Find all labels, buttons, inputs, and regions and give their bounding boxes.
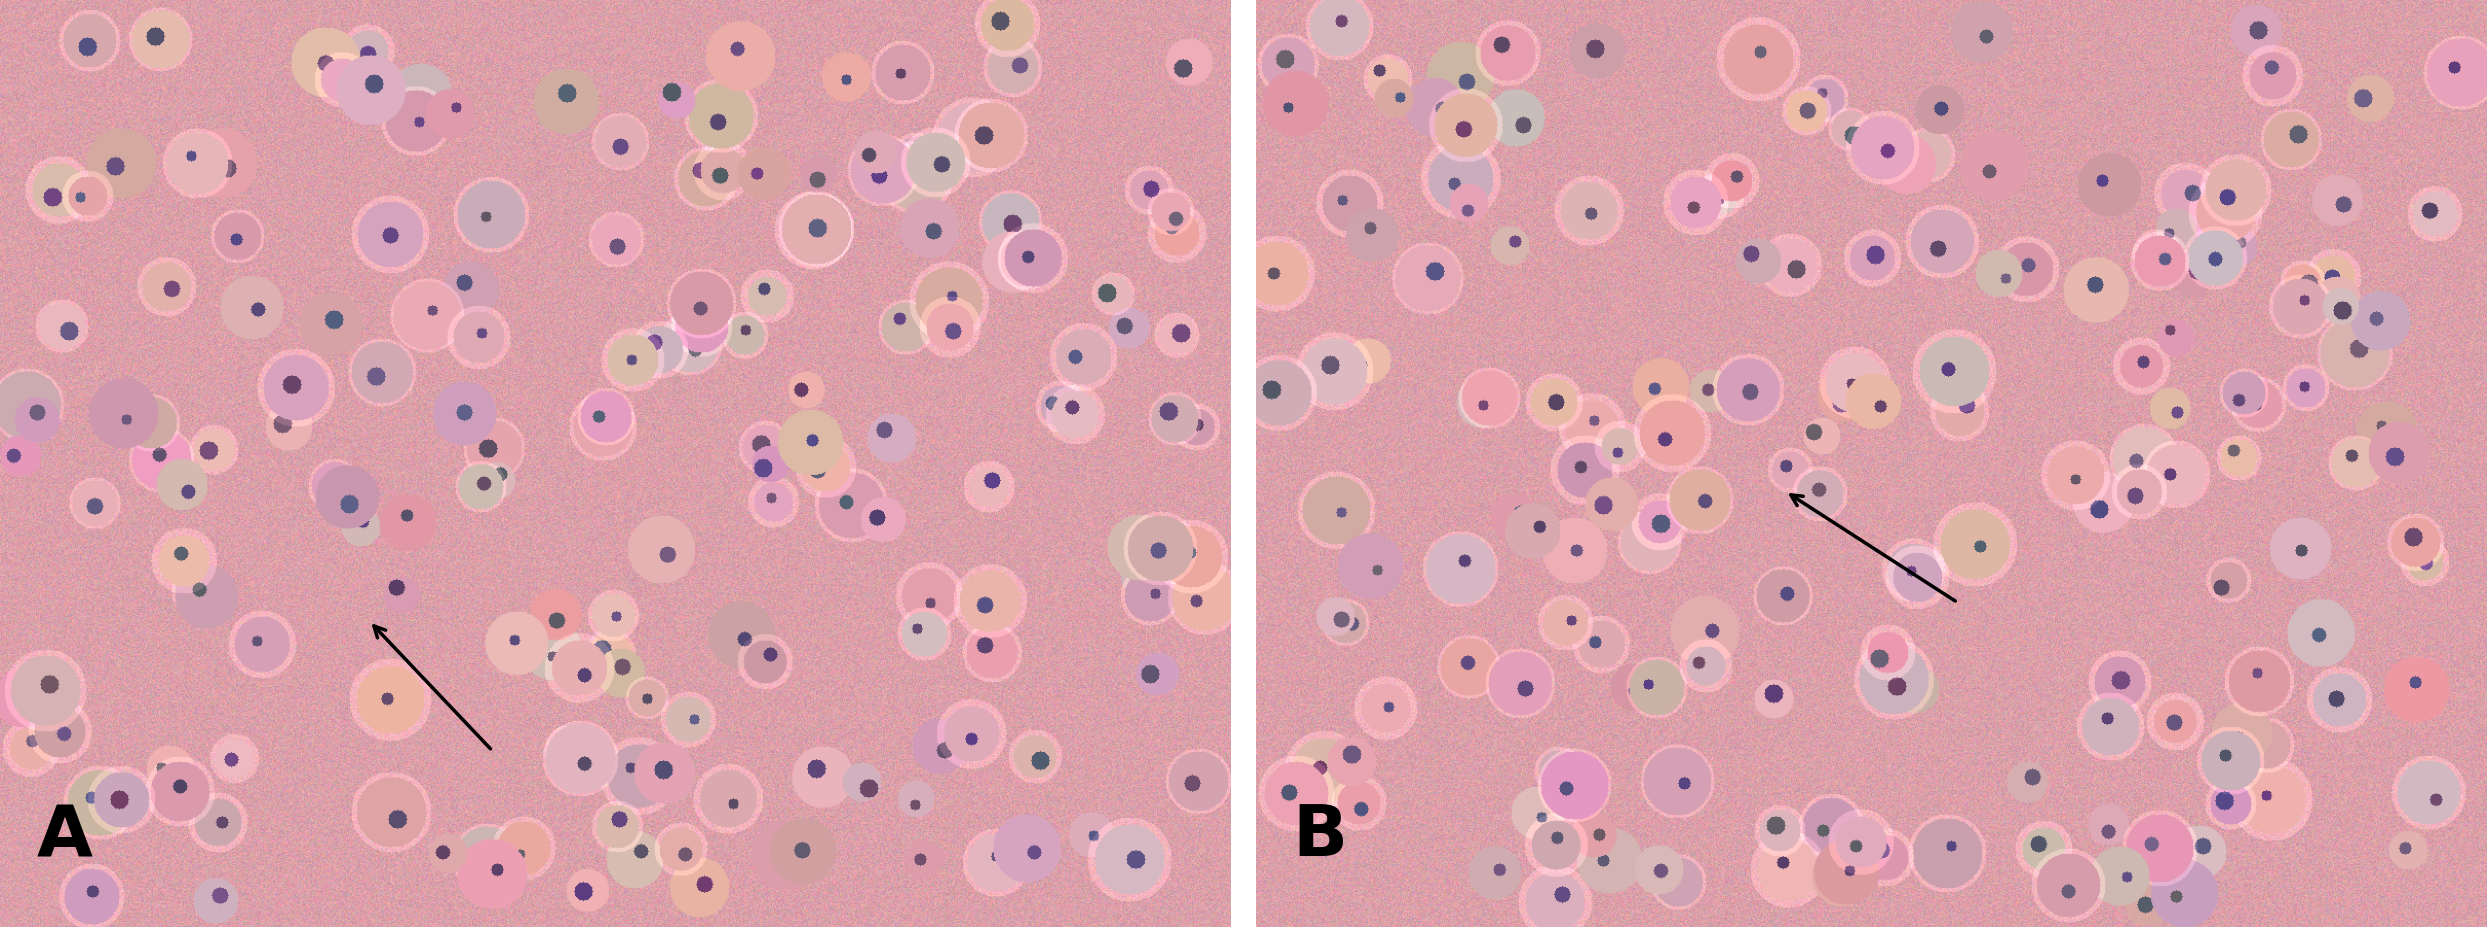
Text: B: B: [1293, 803, 1348, 871]
Text: A: A: [37, 803, 92, 871]
